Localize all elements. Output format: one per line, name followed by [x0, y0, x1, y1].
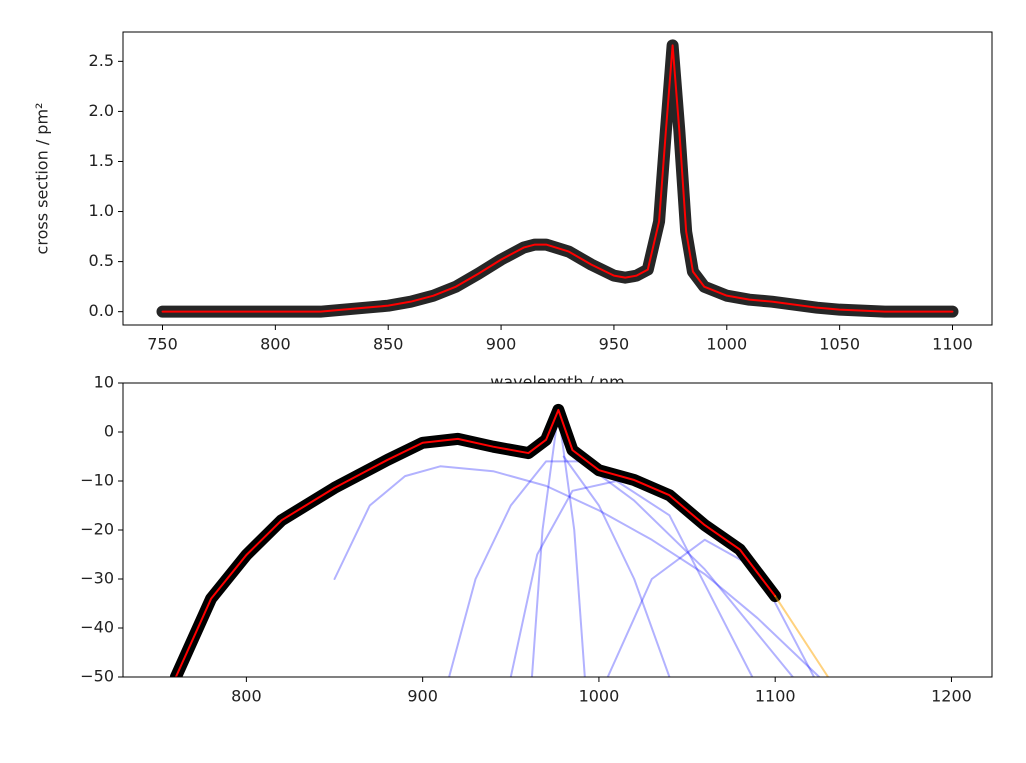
- x-tick-label: 1000: [579, 687, 620, 706]
- line: [509, 480, 754, 677]
- y-tick-label: 2.0: [89, 101, 114, 120]
- x-tick-label: 1100: [932, 335, 973, 354]
- line: [606, 538, 815, 677]
- y-tick-label: 2.5: [89, 51, 114, 70]
- y-tick-label: −20: [80, 520, 114, 539]
- x-tick-label: 800: [260, 335, 291, 354]
- axes: 800 900 1000 1100 1200 −50 −40 −30 −20 −10 0 10: [80, 373, 993, 706]
- x-tick-label: 1200: [931, 687, 972, 706]
- y-tick-label: 0: [104, 422, 114, 441]
- y-tick-label: 1.5: [89, 151, 114, 170]
- x-tick-label: 1000: [706, 335, 747, 354]
- axes: 750 800 850 900 950 1000 1050 1100 0.0 0.5 1.0 1.5 2…: [33, 31, 993, 392]
- y-tick-label: −10: [80, 471, 114, 490]
- x-tick-label: 900: [486, 335, 517, 354]
- x-tick-label: 1100: [755, 687, 796, 706]
- x-tick-label: 750: [147, 335, 178, 354]
- line: [161, 44, 954, 313]
- y-tick-label: −50: [80, 667, 114, 686]
- y-axis-label: cross section / pm²: [33, 103, 52, 255]
- plot: [156, 39, 959, 318]
- y-tick-label: −30: [80, 569, 114, 588]
- x-tick-label: 900: [407, 687, 438, 706]
- x-tick-label: 800: [231, 687, 262, 706]
- line: [448, 460, 794, 677]
- y-tick-label: −40: [80, 618, 114, 637]
- y-tick-label: 10: [94, 373, 114, 392]
- y-tick-label: 0.0: [89, 301, 114, 320]
- x-tick-label: 950: [599, 335, 630, 354]
- plot-area: [123, 32, 992, 325]
- plot: [169, 403, 830, 677]
- axes-frame: [122, 31, 993, 326]
- x-tick-label: 1050: [819, 335, 860, 354]
- y-tick-label: 0.5: [89, 251, 114, 270]
- line: [174, 408, 777, 677]
- line: [562, 455, 671, 677]
- y-tick-label: 1.0: [89, 201, 114, 220]
- line: [774, 595, 830, 677]
- x-tick-label: 850: [373, 335, 404, 354]
- line: [333, 465, 821, 677]
